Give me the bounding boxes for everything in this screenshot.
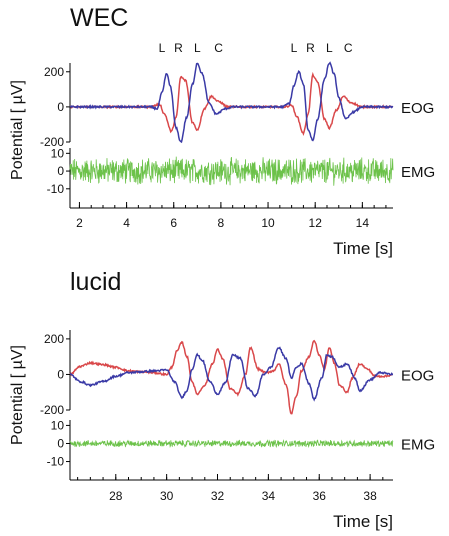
- movement-marker: L: [159, 41, 166, 55]
- x-tick-label: 14: [356, 216, 370, 230]
- x-tick-label: 12: [309, 216, 323, 230]
- y-tick-label: 10: [51, 418, 65, 432]
- y-tick-label: -200: [40, 135, 64, 149]
- x-tick-label: 30: [160, 489, 174, 503]
- y-tick-label: 200: [44, 65, 64, 79]
- y-axis-label: Potential [ µV]: [9, 345, 26, 445]
- eog-label: EOG: [401, 100, 434, 117]
- x-tick-label: 36: [313, 489, 327, 503]
- panel-title: WEC: [70, 4, 128, 32]
- emg-trace: [69, 439, 394, 449]
- x-tick-label: 28: [109, 489, 123, 503]
- y-tick-label: 0: [57, 436, 64, 450]
- y-tick-label: 0: [57, 367, 64, 381]
- y-axis-label: Potential [ µV]: [9, 80, 26, 180]
- x-tick-label: 10: [261, 216, 275, 230]
- x-tick-label: 34: [262, 489, 276, 503]
- emg-label: EMG: [401, 436, 435, 453]
- y-tick-label: -10: [47, 182, 65, 196]
- x-axis-label: Time [s]: [333, 239, 393, 258]
- x-tick-label: 6: [170, 216, 177, 230]
- y-tick-label: 0: [57, 100, 64, 114]
- emg-trace: [69, 156, 394, 186]
- movement-marker: C: [344, 41, 353, 55]
- movement-marker: C: [214, 41, 223, 55]
- x-tick-label: 2: [76, 216, 83, 230]
- eog-label: EOG: [401, 367, 434, 384]
- eog-trace-0: [69, 71, 394, 137]
- y-tick-label: 10: [51, 146, 65, 160]
- y-tick-label: -200: [40, 403, 64, 417]
- panel-title: lucid: [70, 268, 121, 296]
- movement-marker: R: [174, 41, 183, 55]
- x-tick-label: 8: [218, 216, 225, 230]
- y-tick-label: -10: [47, 455, 65, 469]
- x-tick-label: 4: [123, 216, 130, 230]
- eog-trace-1: [69, 346, 394, 402]
- movement-marker: L: [326, 41, 333, 55]
- movement-marker: L: [194, 41, 201, 55]
- eog-trace-0: [69, 339, 394, 415]
- y-tick-label: 200: [44, 332, 64, 346]
- movement-marker: L: [291, 41, 298, 55]
- x-tick-label: 38: [363, 489, 377, 503]
- x-tick-label: 32: [211, 489, 225, 503]
- eog-trace-1: [69, 61, 394, 144]
- movement-marker: R: [306, 41, 315, 55]
- x-axis-label: Time [s]: [333, 512, 393, 531]
- emg-label: EMG: [401, 164, 435, 181]
- y-tick-label: 0: [57, 164, 64, 178]
